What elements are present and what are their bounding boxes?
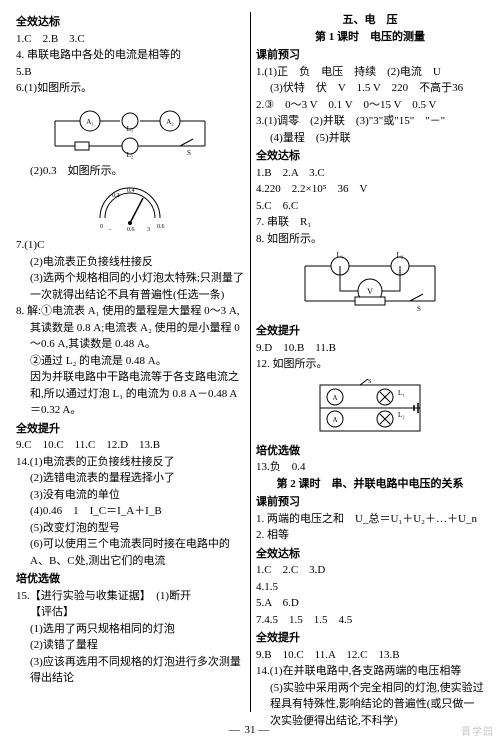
svg-text:L₁: L₁ — [398, 389, 405, 397]
answer-line: (3)应该再选用不同规格的灯泡进行多次测量得出结论 — [16, 654, 244, 687]
answer-line: 4. 串联电路中各处的电流是相等的 — [16, 47, 244, 64]
answer-line: 3.(1)调零 (2)并联 (3)"3"或"15" "－" — [256, 113, 484, 130]
answer-line: 【评估】 — [16, 604, 244, 621]
answer-line: 7.4.5 1.5 1.5 4.5 — [256, 612, 484, 629]
page-number: 31 — [245, 724, 256, 736]
answer-line: 14.(1)电流表的正负接线柱接反了 — [16, 454, 244, 471]
lesson-title: 第 2 课时 串、并联电路中电压的关系 — [256, 476, 484, 493]
section-heading: 培优选做 — [256, 443, 484, 460]
svg-text:3: 3 — [147, 227, 150, 233]
svg-text:S: S — [368, 379, 371, 385]
answer-line: 2.③ 0～3 V 0.1 V 0～15 V 0.5 V — [256, 97, 484, 114]
meter-figure: 0 0.6 0.4 0.2 - 0.6 3 — [16, 183, 244, 233]
svg-text:0.6: 0.6 — [127, 227, 135, 233]
svg-text:0.6: 0.6 — [157, 224, 165, 230]
answer-line: 1. 两端的电压之和 U_总＝U₁＋U₂＋…＋U_n — [256, 511, 484, 528]
section-heading: 全效达标 — [16, 14, 244, 31]
answer-line: 13.负 0.4 — [256, 459, 484, 476]
answer-line: 9.C 10.C 11.C 12.D 13.B — [16, 437, 244, 454]
answer-line: 4.1.5 — [256, 579, 484, 596]
answer-line: 4.220 2.2×10⁵ 36 V — [256, 181, 484, 198]
right-column: 五、电 压 第 1 课时 电压的测量 课前预习 1.(1)正 负 电压 持续 (… — [250, 12, 490, 712]
answer-line: 7.(1)C — [16, 237, 244, 254]
answer-line: 12. 如图所示。 — [256, 356, 484, 373]
svg-text:-: - — [109, 227, 111, 233]
svg-text:L₁: L₁ — [127, 125, 134, 133]
page-footer: — 31 — — [0, 722, 500, 739]
svg-text:L₂: L₂ — [397, 251, 404, 259]
section-heading: 培优选做 — [16, 571, 244, 588]
answer-line: (2)电流表正负接线柱接反 — [16, 254, 244, 271]
svg-text:S: S — [187, 149, 191, 157]
section-heading: 课前预习 — [256, 494, 484, 511]
answer-line: 2. 相等 — [256, 527, 484, 544]
section-heading: 课前预习 — [256, 47, 484, 64]
svg-text:L₂: L₂ — [127, 151, 134, 159]
answer-line: 9.B 10.C 11.A 12.C 13.B — [256, 647, 484, 664]
watermark: 晋学园 — [461, 725, 494, 740]
answer-line: (3)没有电流的单位 — [16, 487, 244, 504]
answer-line: 9.D 10.B 11.B — [256, 340, 484, 357]
answer-line: 5.A 6.D — [256, 595, 484, 612]
svg-text:0.4: 0.4 — [127, 188, 135, 194]
answer-line: 14.(1)在并联电路中,各支路两端的电压相等 — [256, 663, 484, 680]
footer-dash: — — [258, 724, 271, 736]
footer-dash: — — [229, 724, 242, 736]
answer-line: 15.【进行实验与收集证据】 (1)断开 — [16, 588, 244, 605]
answer-line: (2)读错了量程 — [16, 637, 244, 654]
svg-text:A₂: A₂ — [166, 118, 174, 126]
answer-line: (4)量程 (5)并联 — [256, 130, 484, 147]
answer-line: 1.C 2.C 3.D — [256, 562, 484, 579]
left-column: 全效达标 1.C 2.B 3.C 4. 串联电路中各处的电流是相等的 5.B 6… — [10, 12, 250, 712]
circuit-figure-2: L₁ L₂ V S — [256, 251, 484, 319]
circuit-figure-1: A₁ L₁ A₂ L₂ S — [16, 101, 244, 159]
answer-line: 8. 如图所示。 — [256, 231, 484, 248]
svg-text:A₁: A₁ — [86, 118, 94, 126]
answer-line: 1.B 2.A 3.C — [256, 165, 484, 182]
answer-line: (6)可以使用三个电流表同时接在电路中的A、B、C处,测出它们的电流 — [16, 536, 244, 569]
column-divider — [250, 12, 251, 712]
answer-line: 1.C 2.B 3.C — [16, 31, 244, 48]
section-heading: 全效提升 — [16, 421, 244, 438]
chapter-title: 五、电 压 — [256, 12, 484, 29]
answer-line: 1.(1)正 负 电压 持续 (2)电流 U — [256, 64, 484, 81]
answer-line: (1)选用了两只规格相同的灯泡 — [16, 621, 244, 638]
answer-line: 6.(1)如图所示。 — [16, 80, 244, 97]
section-heading: 全效达标 — [256, 546, 484, 563]
svg-text:A: A — [332, 394, 337, 402]
answer-line: ②通过 L₂ 的电流是 0.48 A。 — [16, 353, 244, 370]
answer-line: (4)0.46 1 I_C＝I_A＋I_B — [16, 503, 244, 520]
circuit-figure-3: A A L₁ L₂ S — [256, 377, 484, 439]
answer-line: 8. 解:①电流表 A₁ 使用的量程是大量程 0～3 A,其读数是 0.8 A;… — [16, 303, 244, 353]
svg-text:V: V — [367, 287, 373, 296]
answer-line: (3)选两个规格相同的小灯泡太特殊;只测量了一次就得出结论不具有普遍性(任选一条… — [16, 270, 244, 303]
answer-line: (3)伏特 伏 V 1.5 V 220 不高于36 — [256, 80, 484, 97]
svg-text:S: S — [417, 305, 421, 313]
answer-line: (5)改变灯泡的型号 — [16, 520, 244, 537]
section-heading: 全效达标 — [256, 148, 484, 165]
answer-line: 5.C 6.C — [256, 198, 484, 215]
svg-text:0.2: 0.2 — [112, 193, 120, 199]
svg-text:A: A — [332, 416, 337, 424]
answer-line: 5.B — [16, 64, 244, 81]
answer-line: 7. 串联 R₁ — [256, 214, 484, 231]
svg-text:L₁: L₁ — [337, 251, 344, 259]
section-heading: 全效提升 — [256, 630, 484, 647]
svg-text:0: 0 — [100, 224, 103, 230]
lesson-title: 第 1 课时 电压的测量 — [256, 29, 484, 46]
section-heading: 全效提升 — [256, 323, 484, 340]
answer-line: (2)0.3 如图所示。 — [16, 163, 244, 180]
svg-text:L₂: L₂ — [398, 411, 405, 419]
answer-line: (2)选错电流表的量程选择小了 — [16, 470, 244, 487]
answer-line: 因为并联电路中干路电流等于各支路电流之和,所以通过灯泡 L₁ 的电流为 0.8 … — [16, 369, 244, 419]
